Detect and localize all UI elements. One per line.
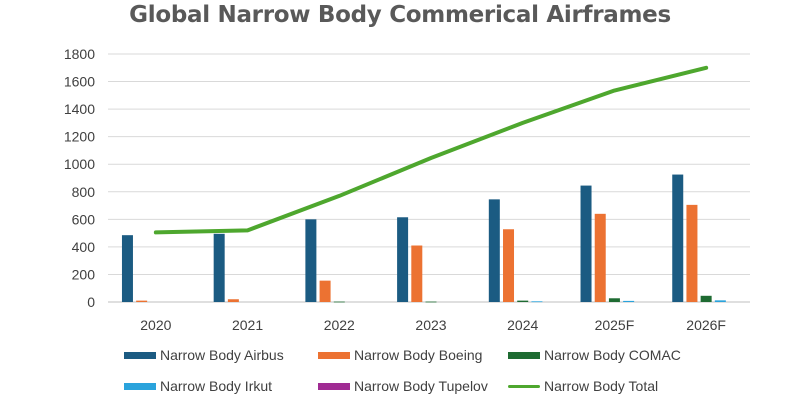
- bar-narrow-body-comac: [517, 300, 529, 302]
- y-tick-label: 800: [72, 184, 96, 200]
- x-tick-label: 2020: [140, 317, 171, 333]
- legend-swatch: [318, 351, 350, 359]
- legend-item-narrow-body-tupelov[interactable]: Narrow Body Tupelov: [318, 378, 488, 394]
- x-tick-label: 2026F: [686, 317, 726, 333]
- y-tick-label: 1600: [64, 74, 95, 90]
- bar-narrow-body-comac: [608, 298, 620, 302]
- bar-narrow-body-comac: [700, 295, 712, 302]
- x-tick-label: 2024: [507, 317, 538, 333]
- bar-narrow-body-airbus: [397, 217, 409, 302]
- y-tick-label: 400: [72, 239, 96, 255]
- bar-narrow-body-airbus: [488, 199, 500, 302]
- legend-label: Narrow Body Tupelov: [354, 378, 488, 394]
- bar-narrow-body-boeing: [411, 245, 423, 302]
- legend-swatch: [124, 351, 156, 359]
- bar-narrow-body-boeing: [319, 280, 331, 302]
- legend-label: Narrow Body Boeing: [354, 347, 483, 363]
- bar-narrow-body-irkut: [714, 300, 726, 302]
- legend-swatch: [318, 382, 350, 390]
- x-axis: 2020 2021 2022 2023 2024 2025F 2026F: [140, 317, 726, 333]
- bar-narrow-body-airbus: [580, 185, 592, 302]
- legend-label: Narrow Body COMAC: [544, 347, 681, 363]
- bar-narrow-body-comac: [333, 301, 345, 303]
- lines: [153, 65, 709, 235]
- y-tick-label: 1200: [64, 129, 95, 145]
- y-tick-label: 600: [72, 211, 96, 227]
- bar-narrow-body-boeing: [686, 204, 698, 302]
- y-tick-label: 0: [87, 294, 95, 310]
- y-tick-label: 1400: [64, 101, 95, 117]
- line-narrow-body-total: [153, 65, 709, 235]
- y-axis: 0 200 400 600 800 1000 1200 1400 1600 1800: [64, 46, 95, 310]
- legend-item-narrow-body-irkut[interactable]: Narrow Body Irkut: [124, 378, 272, 394]
- legend-swatch: [508, 351, 540, 359]
- y-tick-label: 200: [72, 266, 96, 282]
- bar-narrow-body-boeing: [227, 299, 239, 302]
- legend-item-narrow-body-comac[interactable]: Narrow Body COMAC: [508, 347, 681, 363]
- legend-swatch: [124, 382, 156, 390]
- x-tick-label: 2021: [232, 317, 263, 333]
- bar-narrow-body-boeing: [136, 300, 148, 302]
- chart-title: Global Narrow Body Commerical Airframes: [129, 2, 671, 28]
- legend-swatch: [508, 384, 540, 388]
- x-tick-label: 2025F: [595, 317, 635, 333]
- bar-narrow-body-airbus: [672, 174, 684, 302]
- x-tick-label: 2023: [415, 317, 446, 333]
- y-tick-label: 1000: [64, 156, 95, 172]
- legend-item-narrow-body-airbus[interactable]: Narrow Body Airbus: [124, 347, 284, 363]
- legend-label: Narrow Body Airbus: [160, 347, 284, 363]
- gridlines: [108, 53, 750, 303]
- bar-narrow-body-irkut: [531, 301, 543, 303]
- y-tick-label: 1800: [64, 46, 95, 62]
- legend-label: Narrow Body Irkut: [160, 378, 273, 394]
- legend-label: Narrow Body Total: [544, 378, 659, 394]
- bar-narrow-body-irkut: [623, 300, 635, 302]
- bar-narrow-body-comac: [425, 301, 437, 303]
- bars: [121, 174, 726, 303]
- legend-item-narrow-body-boeing[interactable]: Narrow Body Boeing: [318, 347, 482, 363]
- bar-narrow-body-airbus: [121, 235, 133, 302]
- bar-narrow-body-airbus: [305, 219, 317, 302]
- bar-narrow-body-airbus: [213, 233, 225, 302]
- x-tick-label: 2022: [324, 317, 355, 333]
- bar-narrow-body-boeing: [594, 213, 606, 302]
- bar-narrow-body-boeing: [503, 229, 515, 302]
- legend-item-narrow-body-total[interactable]: Narrow Body Total: [508, 378, 658, 394]
